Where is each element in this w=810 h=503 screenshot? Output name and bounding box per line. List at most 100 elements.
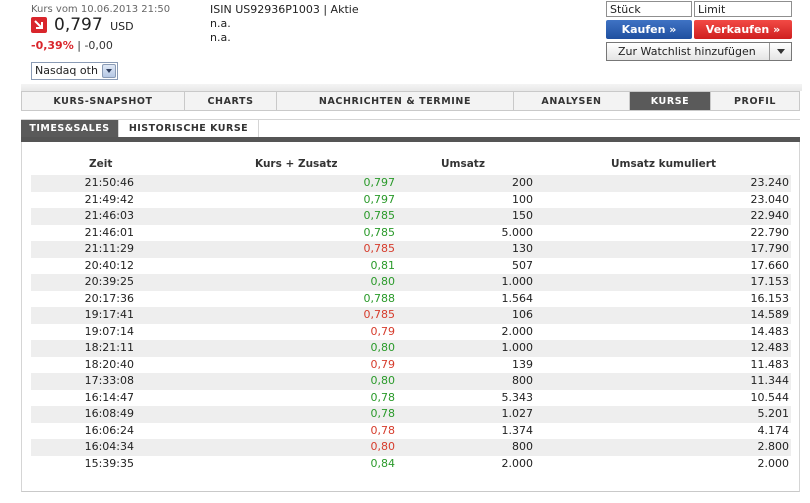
tab-nachrichten-termine[interactable]: NACHRICHTEN & TERMINE	[277, 92, 514, 110]
table-header: Zeit Kurs + Zusatz Umsatz Umsatz kumulie…	[31, 158, 791, 172]
trade-volume: 507	[512, 258, 533, 272]
trade-cumulative: 23.240	[750, 176, 790, 189]
quantity-field[interactable]: Stück	[606, 1, 692, 17]
trade-cumulative: 23.040	[750, 192, 790, 206]
trade-price: 0,788	[363, 291, 396, 305]
table-row: 18:21:11 0,80 1.000 12.483	[31, 340, 791, 357]
trade-price: 0,785	[363, 225, 396, 239]
trade-cumulative: 5.201	[757, 407, 790, 420]
arrow-down-icon	[31, 17, 47, 33]
instrument-line-3: n.a.	[210, 31, 231, 44]
trade-volume: 2.000	[501, 456, 534, 470]
trade-volume: 1.374	[501, 423, 534, 437]
trade-volume: 130	[512, 242, 533, 255]
exchange-selected: Nasdaq oth	[35, 64, 98, 77]
trade-time: 20:17:36	[84, 291, 134, 305]
table-row: 19:07:14 0,79 2.000 14.483	[31, 324, 791, 341]
trade-volume: 1.564	[501, 291, 534, 305]
trade-volume: 2.000	[501, 324, 534, 338]
trade-time: 21:49:42	[84, 192, 134, 206]
trade-price: 0,79	[370, 324, 396, 338]
sub-tabs: TIMES&SALES HISTORISCHE KURSE	[21, 119, 800, 138]
table-row: 20:17:36 0,788 1.564 16.153	[31, 291, 791, 308]
table-row: 15:39:35 0,84 2.000 2.000	[31, 456, 791, 473]
quote-date: Kurs vom 10.06.2013 21:50	[31, 4, 171, 15]
trade-cumulative: 17.660	[750, 258, 790, 272]
trade-cumulative: 22.790	[750, 225, 790, 239]
table-row: 19:17:41 0,785 106 14.589	[31, 307, 791, 324]
tab-profil[interactable]: PROFIL	[733, 96, 777, 107]
trade-cumulative: 14.589	[750, 308, 790, 321]
tab-kurs-snapshot[interactable]: KURS-SNAPSHOT	[22, 92, 185, 110]
trade-volume: 800	[512, 374, 533, 387]
table-row: 20:39:25 0,80 1.000 17.153	[31, 274, 791, 291]
quote-header: Kurs vom 10.06.2013 21:50 0,797 USD -0,3…	[0, 0, 810, 90]
trade-time: 15:39:35	[84, 456, 134, 470]
subtab-strip	[21, 137, 800, 142]
trade-price: 0,785	[363, 209, 396, 222]
price-currency: USD	[110, 20, 134, 33]
tab-analysen[interactable]: ANALYSEN	[514, 92, 630, 110]
trade-time: 21:50:46	[84, 176, 134, 189]
trade-time: 16:06:24	[84, 423, 134, 437]
trade-volume: 200	[512, 176, 533, 189]
trade-time: 16:08:49	[84, 407, 134, 420]
header-time: Zeit	[89, 158, 113, 170]
trade-time: 21:46:01	[84, 225, 134, 239]
chevron-down-icon[interactable]	[769, 43, 791, 60]
trade-price: 0,80	[370, 275, 396, 288]
trade-volume: 1.000	[501, 341, 534, 354]
trade-volume: 1.000	[501, 275, 534, 288]
table-row: 16:04:34 0,80 800 2.800	[31, 439, 791, 456]
isin-line: ISIN US92936P1003 | Aktie	[210, 3, 359, 16]
trade-price: 0,84	[370, 456, 396, 470]
trade-time: 21:46:03	[84, 209, 134, 222]
table-row: 16:14:47 0,78 5.343 10.544	[31, 390, 791, 407]
trade-cumulative: 14.483	[750, 324, 790, 338]
trade-price: 0,785	[363, 242, 396, 255]
subtab-historische-kurse[interactable]: HISTORISCHE KURSE	[118, 120, 259, 138]
trade-time: 20:39:25	[84, 275, 134, 288]
trade-volume: 5.343	[501, 390, 534, 404]
change-percent: -0,39%	[31, 39, 74, 52]
trade-price: 0,80	[370, 440, 396, 453]
trade-cumulative: 16.153	[750, 291, 790, 305]
buy-button[interactable]: Kaufen »	[606, 20, 692, 39]
trade-volume: 5.000	[501, 225, 534, 239]
trade-time: 18:21:11	[84, 341, 134, 354]
trade-cumulative: 11.344	[750, 374, 790, 387]
tab-kurse[interactable]: KURSE	[630, 92, 711, 110]
chevron-down-icon[interactable]	[102, 64, 116, 78]
trade-cumulative: 12.483	[750, 341, 790, 354]
exchange-select[interactable]: Nasdaq oth	[31, 62, 118, 80]
trade-price: 0,785	[363, 308, 396, 321]
limit-field[interactable]: Limit	[694, 1, 792, 17]
tab-charts[interactable]: CHARTS	[185, 92, 277, 110]
trade-price: 0,78	[370, 407, 396, 420]
table-row: 16:08:49 0,78 1.027 5.201	[31, 406, 791, 423]
subtab-times-sales[interactable]: TIMES&SALES	[21, 120, 118, 138]
table-row: 21:50:46 0,797 200 23.240	[31, 175, 791, 192]
trade-volume: 800	[512, 440, 533, 453]
trade-time: 19:07:14	[84, 324, 134, 338]
trade-time: 16:04:34	[84, 440, 134, 453]
trade-volume: 106	[512, 308, 533, 321]
table-row: 21:46:03 0,785 150 22.940	[31, 208, 791, 225]
trades-table: 21:50:46 0,797 200 23.240 21:49:42 0,797 100 23…	[31, 175, 791, 472]
trade-volume: 100	[512, 192, 533, 206]
table-row: 21:46:01 0,785 5.000 22.790	[31, 225, 791, 242]
sell-button[interactable]: Verkaufen »	[694, 20, 792, 39]
price-change: -0,39% | -0,00	[31, 39, 113, 52]
trade-time: 21:11:29	[84, 242, 134, 255]
trade-price: 0,78	[370, 423, 396, 437]
add-to-watchlist-button[interactable]: Zur Watchlist hinzufügen	[606, 42, 792, 61]
trade-volume: 139	[512, 357, 533, 371]
header-price: Kurs + Zusatz	[255, 158, 338, 170]
last-price: 0,797 USD	[54, 15, 134, 35]
watchlist-label: Zur Watchlist hinzufügen	[618, 45, 756, 58]
trade-cumulative: 11.483	[750, 357, 790, 371]
trade-price: 0,797	[363, 192, 396, 206]
instrument-line-2: n.a.	[210, 17, 231, 30]
trade-price: 0,78	[370, 390, 396, 404]
change-separator: |	[73, 39, 85, 52]
